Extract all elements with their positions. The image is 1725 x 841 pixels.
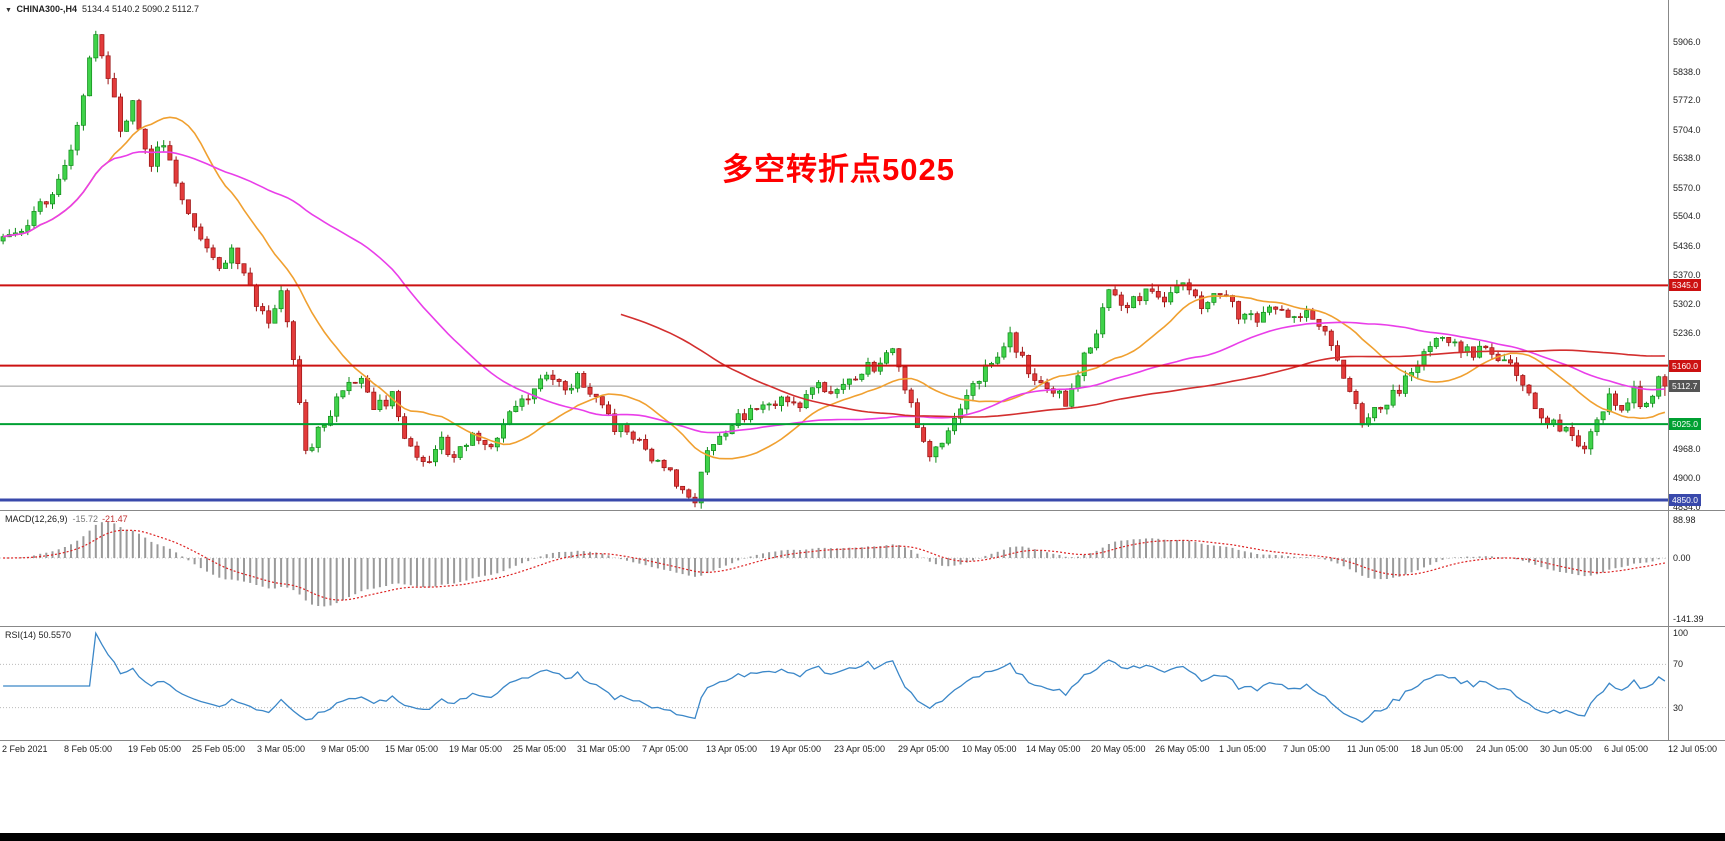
time-tick: 19 Mar 05:00 (449, 744, 503, 754)
macd-panel-label: MACD(12,26,9) -15.72 -21.47 (5, 514, 128, 524)
taskbar[interactable] (0, 833, 1725, 841)
time-tick: 14 May 05:00 (1026, 744, 1081, 754)
time-scale[interactable]: 2 Feb 2021 8 Feb 05:00 19 Feb 05:00 25 Feb … (0, 741, 1725, 759)
price-tick: 5436.0 (1673, 241, 1701, 251)
price-tick: 5504.0 (1673, 211, 1701, 221)
time-tick: 7 Jun 05:00 (1283, 744, 1331, 754)
price-scale[interactable]: 5906.0 5838.0 5772.0 5704.0 5638.0 5570.0 5504… (1668, 0, 1725, 741)
ohlc-low: 5090.2 (142, 4, 170, 14)
rsi-title: RSI(14) (5, 630, 37, 640)
time-tick: 3 Mar 05:00 (257, 744, 306, 754)
ohlc-open: 5134.4 (82, 4, 110, 14)
time-tick: 18 Jun 05:00 (1411, 744, 1464, 754)
price-level-tag: 5025.0 (1669, 418, 1701, 430)
macd-value-main: -15.72 (72, 514, 99, 524)
time-tick: 12 Jul 05:00 (1668, 744, 1718, 754)
macd-axis-min: -141.39 (1673, 614, 1704, 624)
ohlc-high: 5140.2 (112, 4, 140, 14)
time-tick: 31 Mar 05:00 (577, 744, 631, 754)
time-tick: 29 Apr 05:00 (898, 744, 950, 754)
price-tick: 5838.0 (1673, 67, 1701, 77)
time-tick: 19 Apr 05:00 (770, 744, 822, 754)
chart-plot-area[interactable]: ▼ CHINA300-,H4 5134.4 5140.2 5090.2 5112… (0, 0, 1668, 741)
price-tick: 5704.0 (1673, 125, 1701, 135)
time-tick: 20 May 05:00 (1091, 744, 1146, 754)
time-tick: 13 Apr 05:00 (706, 744, 758, 754)
macd-value-signal: -21.47 (102, 514, 128, 524)
time-tick: 25 Mar 05:00 (513, 744, 567, 754)
time-tick: 11 Jun 05:00 (1347, 744, 1399, 754)
time-tick: 2 Feb 2021 (2, 744, 48, 754)
symbol-label: CHINA300-,H4 (16, 4, 77, 14)
price-tick: 5302.0 (1673, 299, 1701, 309)
macd-axis-max: 88.98 (1673, 515, 1696, 525)
time-tick: 15 Mar 05:00 (385, 744, 439, 754)
time-tick: 9 Mar 05:00 (321, 744, 370, 754)
time-tick: 6 Jul 05:00 (1604, 744, 1649, 754)
price-tick: 4834.0 (1673, 502, 1701, 512)
rsi-axis-30: 30 (1673, 703, 1684, 713)
time-tick: 1 Jun 05:00 (1219, 744, 1267, 754)
time-tick: 10 May 05:00 (962, 744, 1017, 754)
price-tick: 5638.0 (1673, 153, 1701, 163)
rsi-panel-label: RSI(14) 50.5570 (5, 630, 71, 640)
price-tick: 4968.0 (1673, 444, 1701, 454)
price-level-tag: 4850.0 (1669, 494, 1701, 506)
time-tick: 19 Feb 05:00 (128, 744, 182, 754)
price-tick: 4900.0 (1673, 473, 1701, 483)
rsi-axis-100: 100 (1673, 628, 1689, 638)
time-tick: 23 Apr 05:00 (834, 744, 886, 754)
ohlc-close: 5112.7 (172, 4, 199, 14)
time-tick: 26 May 05:00 (1155, 744, 1210, 754)
price-tick: 5370.0 (1673, 270, 1701, 280)
chart-symbol-info: ▼ CHINA300-,H4 5134.4 5140.2 5090.2 5112… (5, 4, 199, 14)
panel-separator-macd[interactable] (0, 510, 1725, 511)
chart-canvas[interactable] (0, 0, 1668, 746)
price-level-tag: 5345.0 (1669, 279, 1701, 291)
price-tick: 5906.0 (1673, 37, 1701, 47)
time-tick: 24 Jun 05:00 (1476, 744, 1529, 754)
panel-separator-rsi[interactable] (0, 626, 1725, 627)
macd-axis-zero: 0.00 (1673, 553, 1691, 563)
macd-title: MACD(12,26,9) (5, 514, 68, 524)
price-level-tag: 5160.0 (1669, 360, 1701, 372)
price-tick: 5236.0 (1673, 328, 1701, 338)
time-tick: 7 Apr 05:00 (642, 744, 689, 754)
chart-annotation: 多空转折点5025 (722, 152, 955, 187)
current-price-tag: 5112.7 (1669, 380, 1701, 392)
panel-separator-timescale (0, 740, 1725, 741)
symbol-dropdown-icon[interactable]: ▼ (5, 7, 12, 14)
rsi-value: 50.5570 (38, 630, 72, 640)
time-tick: 30 Jun 05:00 (1540, 744, 1593, 754)
price-tick: 5570.0 (1673, 183, 1701, 193)
rsi-axis-70: 70 (1673, 659, 1684, 669)
price-tick: 5772.0 (1673, 95, 1701, 105)
time-tick: 8 Feb 05:00 (64, 744, 113, 754)
time-tick: 25 Feb 05:00 (192, 744, 246, 754)
